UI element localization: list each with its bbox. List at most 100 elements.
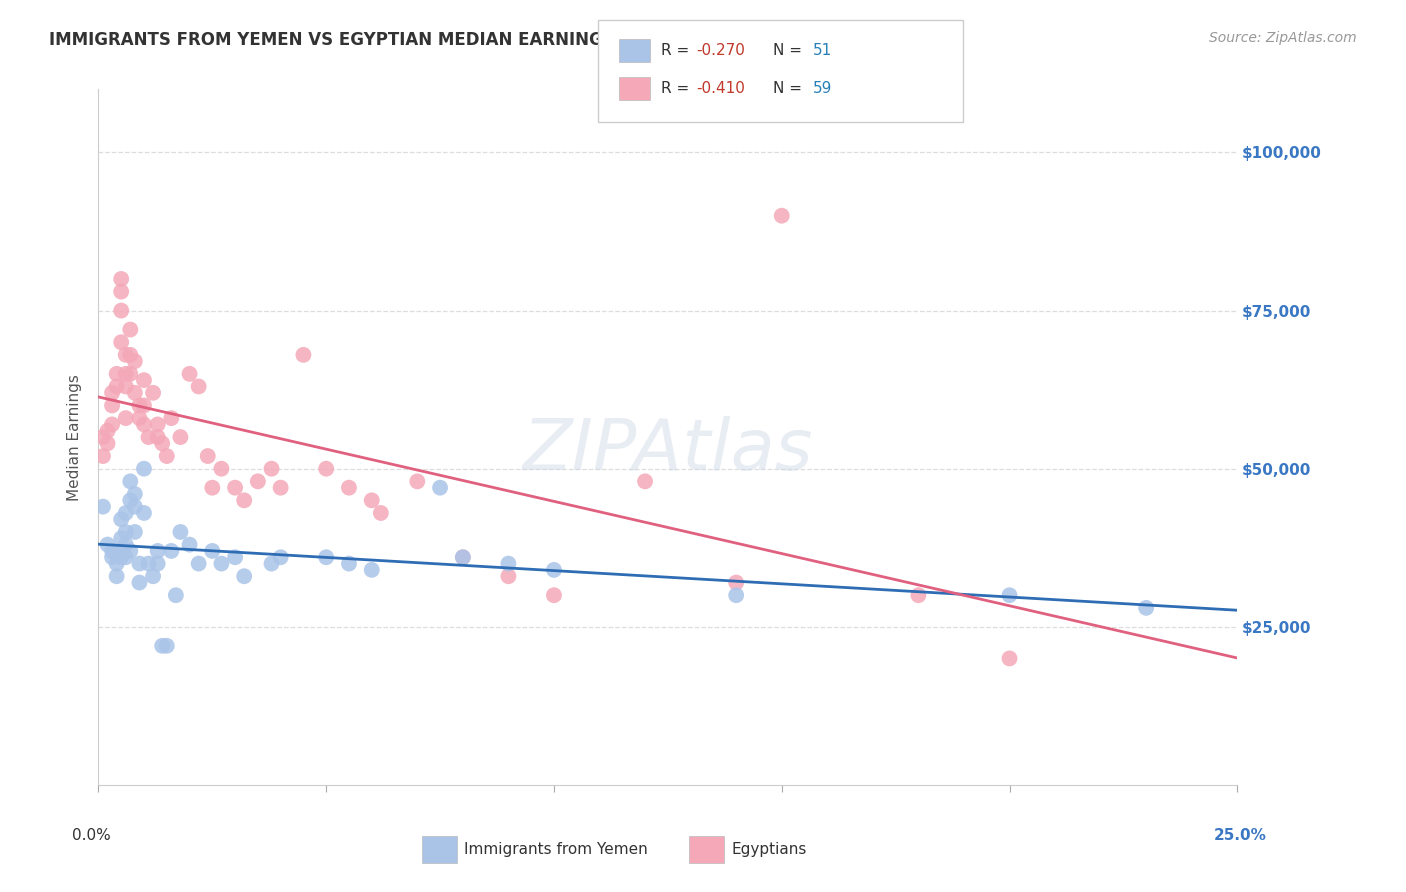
Point: [1135, 600, 1157, 615]
Point: [114, 506, 136, 520]
Point: [224, 550, 246, 565]
Point: [156, 639, 179, 653]
Point: [360, 493, 382, 508]
Point: [105, 379, 128, 393]
Point: [201, 544, 224, 558]
Point: [498, 569, 520, 583]
Point: [770, 209, 793, 223]
Point: [150, 639, 173, 653]
Point: [337, 481, 360, 495]
Point: [91, 500, 114, 514]
Point: [138, 430, 160, 444]
Point: [114, 550, 136, 565]
Text: N =: N =: [773, 81, 807, 95]
Point: [124, 487, 146, 501]
Text: R =: R =: [661, 81, 695, 95]
Point: [179, 538, 201, 552]
Point: [105, 367, 128, 381]
Point: [292, 348, 315, 362]
Point: [128, 411, 150, 425]
Point: [120, 493, 142, 508]
Point: [260, 557, 283, 571]
Point: [165, 588, 187, 602]
Point: [105, 557, 128, 571]
Point: [187, 557, 209, 571]
Point: [128, 575, 150, 590]
Point: [128, 399, 150, 413]
Text: 25.0%: 25.0%: [1213, 828, 1267, 843]
Point: [998, 588, 1021, 602]
Text: 59: 59: [813, 81, 832, 95]
Point: [120, 367, 142, 381]
Point: [907, 588, 929, 602]
Point: [197, 449, 219, 463]
Point: [124, 500, 146, 514]
Point: [114, 348, 136, 362]
Point: [110, 272, 132, 286]
Text: 0.0%: 0.0%: [72, 828, 111, 843]
Point: [132, 461, 155, 475]
Point: [233, 493, 256, 508]
Point: [169, 430, 191, 444]
Point: [110, 512, 132, 526]
Point: [224, 481, 246, 495]
Point: [725, 588, 748, 602]
Point: [360, 563, 382, 577]
Point: [110, 303, 132, 318]
Point: [634, 475, 657, 489]
Point: [114, 411, 136, 425]
Point: [91, 430, 114, 444]
Point: [105, 569, 128, 583]
Point: [128, 557, 150, 571]
Point: [114, 367, 136, 381]
Point: [429, 481, 451, 495]
Point: [315, 461, 337, 475]
Point: [725, 575, 748, 590]
Point: [187, 379, 209, 393]
Text: 51: 51: [813, 44, 832, 58]
Point: [160, 544, 183, 558]
Point: [91, 449, 114, 463]
Point: [270, 550, 292, 565]
Point: [201, 481, 224, 495]
Point: [160, 411, 183, 425]
Point: [543, 588, 565, 602]
Point: [406, 475, 429, 489]
Point: [124, 354, 146, 368]
Point: [101, 385, 124, 400]
Text: N =: N =: [773, 44, 807, 58]
Point: [101, 417, 124, 432]
Point: [146, 417, 169, 432]
Point: [120, 348, 142, 362]
Point: [142, 385, 165, 400]
Point: [114, 538, 136, 552]
Point: [120, 475, 142, 489]
Point: [150, 436, 173, 450]
Point: [110, 335, 132, 350]
Point: [110, 544, 132, 558]
Point: [114, 379, 136, 393]
Point: [246, 475, 269, 489]
Point: [110, 285, 132, 299]
Point: [110, 531, 132, 545]
Point: [315, 550, 337, 565]
Text: Immigrants from Yemen: Immigrants from Yemen: [464, 842, 648, 856]
Point: [120, 544, 142, 558]
Point: [146, 557, 169, 571]
Point: [110, 550, 132, 565]
Point: [209, 557, 232, 571]
Point: [451, 550, 474, 565]
Point: [132, 506, 155, 520]
Point: [101, 544, 124, 558]
Point: [96, 538, 118, 552]
Point: [337, 557, 360, 571]
Point: [101, 550, 124, 565]
Text: Egyptians: Egyptians: [731, 842, 807, 856]
Point: [101, 399, 124, 413]
Point: [132, 373, 155, 387]
Point: [260, 461, 283, 475]
Point: [270, 481, 292, 495]
Text: -0.410: -0.410: [696, 81, 745, 95]
Point: [120, 322, 142, 336]
Point: [146, 544, 169, 558]
